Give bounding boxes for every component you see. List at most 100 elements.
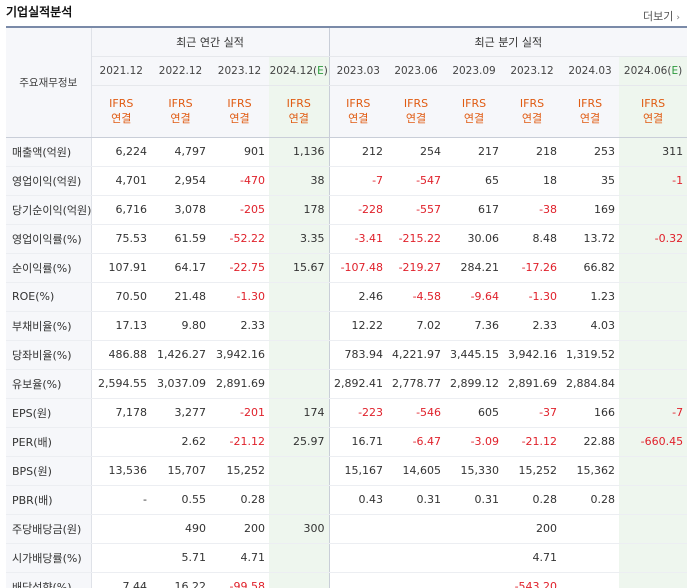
period-header: 2024.03 [561, 56, 620, 86]
table-cell [269, 456, 330, 486]
table-cell: -21.12 [210, 427, 269, 457]
period-suffix: ) [323, 64, 328, 77]
table-cell: 4,221.97 [387, 340, 446, 370]
table-cell: 0.55 [151, 485, 210, 515]
table-row: PER(배) 2.62 -21.12 25.97 16.71 -6.47 -3.09 -21.… [6, 427, 688, 457]
table-cell [619, 456, 688, 486]
basis-standard: IFRS [109, 97, 134, 110]
period-text: 2024.12( [269, 64, 318, 77]
table-cell: 3,942.16 [503, 340, 562, 370]
period-text: 2023.09 [452, 64, 496, 77]
period-text: 2024.03 [568, 64, 612, 77]
table-cell: -201 [210, 397, 269, 428]
row-label: ROE(%) [6, 282, 92, 312]
table-cell: -543.20 [503, 572, 562, 588]
basis-header: IFRS 연결 [445, 85, 504, 138]
period-header: 2023.03 [328, 56, 388, 86]
table-cell: 783.94 [328, 340, 388, 370]
table-cell: 178 [269, 195, 330, 225]
more-link[interactable]: 더보기 › [643, 8, 680, 24]
table-cell: 0.28 [210, 485, 269, 515]
table-row: 부채비율(%) 17.13 9.80 2.33 12.22 7.02 7.36 2.33 4.0… [6, 310, 688, 341]
table-cell: -17.26 [503, 253, 562, 283]
table-cell: 0.43 [328, 485, 388, 515]
table-cell: 15,252 [210, 456, 269, 486]
table-cell: -52.22 [210, 223, 269, 254]
table-cell: 1,319.52 [561, 340, 620, 370]
table-cell: 4.71 [210, 543, 269, 573]
basis-standard: IFRS [461, 97, 487, 110]
table-cell: 2,891.69 [503, 369, 562, 399]
period-header: 2023.12 [503, 56, 562, 86]
table-cell: -37 [503, 397, 562, 428]
table-cell: 253 [561, 137, 620, 167]
basis-standard: IFRS [519, 97, 545, 110]
basis-standard: IFRS [168, 97, 193, 110]
table-cell: 9.80 [151, 310, 210, 341]
basis-header: IFRS 연결 [151, 85, 210, 138]
row-label: 매출액(억원) [6, 137, 92, 167]
table-cell: 35 [561, 166, 620, 196]
table-cell: -660.45 [619, 427, 688, 457]
table-cell: 254 [387, 137, 446, 167]
table-cell: 1,136 [269, 137, 330, 167]
basis-scope: 연결 [348, 112, 369, 125]
table-cell [445, 572, 504, 588]
table-cell: -107.48 [328, 253, 388, 283]
table-cell [561, 572, 620, 588]
table-cell: 7.44 [91, 572, 151, 588]
table-cell [619, 253, 688, 283]
financial-table: 주요재무정보 최근 연간 실적 최근 분기 실적 2021.12 2022.12 2… [6, 26, 688, 588]
basis-standard: IFRS [286, 97, 311, 110]
table-cell: -219.27 [387, 253, 446, 283]
table-cell: 15,707 [151, 456, 210, 486]
table-cell: 2.46 [328, 282, 388, 312]
basis-standard: IFRS [403, 97, 429, 110]
table-cell: 15.67 [269, 253, 330, 283]
row-label: PBR(배) [6, 485, 92, 515]
basis-standard: IFRS [577, 97, 603, 110]
table-row: 영업이익률(%) 75.53 61.59 -52.22 3.35 -3.41 -215.22… [6, 223, 688, 254]
table-cell [619, 572, 688, 588]
table-cell: 0.31 [445, 485, 504, 515]
table-cell [91, 427, 151, 457]
table-cell [269, 282, 330, 312]
table-cell: 6,224 [91, 137, 151, 167]
table-cell: -1 [619, 166, 688, 196]
table-cell: 212 [328, 137, 388, 167]
table-cell: 901 [210, 137, 269, 167]
table-row: EPS(원) 7,178 3,277 -201 174 -223 -546 605 -37 166… [6, 397, 688, 428]
table-cell: -557 [387, 195, 446, 225]
period-header: 2021.12 [91, 56, 151, 86]
table-cell: 166 [561, 397, 620, 428]
period-suffix: ) [678, 64, 683, 77]
table-cell [328, 513, 388, 544]
table-row: ROE(%) 70.50 21.48 -1.30 2.46 -4.58 -9.64 -1.30… [6, 282, 688, 312]
table-cell: 0.28 [561, 485, 620, 515]
table-cell: -38 [503, 195, 562, 225]
row-header: 주요재무정보 [6, 27, 92, 138]
basis-header: IFRS 연결 [328, 85, 388, 138]
table-cell: 169 [561, 195, 620, 225]
table-cell: 7.36 [445, 310, 504, 341]
table-cell: 65 [445, 166, 504, 196]
table-cell: 486.88 [91, 340, 151, 370]
table-cell: 2.33 [503, 310, 562, 341]
row-label: EPS(원) [6, 397, 92, 428]
table-cell: 2.62 [151, 427, 210, 457]
table-cell: 66.82 [561, 253, 620, 283]
row-label: BPS(원) [6, 456, 92, 486]
table-cell: 2.33 [210, 310, 269, 341]
table-cell [91, 543, 151, 573]
basis-scope: 연결 [170, 112, 191, 125]
table-cell: 4,701 [91, 166, 151, 196]
table-cell: 2,899.12 [445, 369, 504, 399]
table-cell [561, 513, 620, 544]
row-label: 시가배당률(%) [6, 543, 92, 573]
period-header: 2022.12 [151, 56, 210, 86]
table-cell: 30.06 [445, 223, 504, 254]
table-cell: 22.88 [561, 427, 620, 457]
table-cell [328, 572, 388, 588]
row-label: 주당배당금(원) [6, 513, 92, 544]
table-cell [619, 310, 688, 341]
